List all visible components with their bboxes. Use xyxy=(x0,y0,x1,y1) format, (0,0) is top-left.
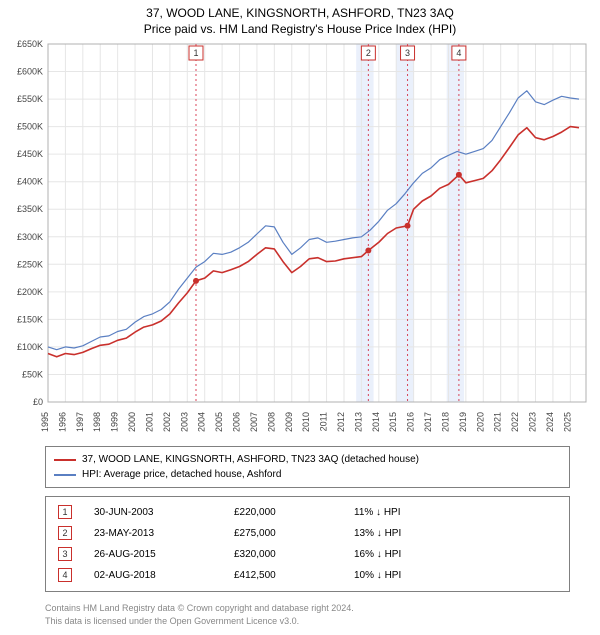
svg-text:£500K: £500K xyxy=(17,122,43,132)
svg-text:1997: 1997 xyxy=(75,412,85,432)
chart-title-block: 37, WOOD LANE, KINGSNORTH, ASHFORD, TN23… xyxy=(0,0,600,38)
svg-text:£50K: £50K xyxy=(22,369,43,379)
event-price: £275,000 xyxy=(230,523,350,544)
legend: 37, WOOD LANE, KINGSNORTH, ASHFORD, TN23… xyxy=(45,446,570,488)
event-badge: 4 xyxy=(58,568,72,582)
svg-text:£650K: £650K xyxy=(17,39,43,49)
svg-text:1999: 1999 xyxy=(110,412,120,432)
svg-text:2023: 2023 xyxy=(528,412,538,432)
svg-text:2013: 2013 xyxy=(353,412,363,432)
event-delta: 10% ↓ HPI xyxy=(350,565,561,586)
svg-text:1996: 1996 xyxy=(57,412,67,432)
event-row: 4 02-AUG-2018£412,50010% ↓ HPI xyxy=(54,565,561,586)
svg-text:2014: 2014 xyxy=(371,412,381,432)
legend-label: HPI: Average price, detached house, Ashf… xyxy=(82,467,281,482)
legend-item: 37, WOOD LANE, KINGSNORTH, ASHFORD, TN23… xyxy=(54,452,561,467)
svg-text:2021: 2021 xyxy=(493,412,503,432)
events-table: 1 30-JUN-2003£220,00011% ↓ HPI 2 23-MAY-201… xyxy=(45,496,570,592)
svg-text:£550K: £550K xyxy=(17,94,43,104)
event-date: 23-MAY-2013 xyxy=(90,523,230,544)
svg-text:£600K: £600K xyxy=(17,67,43,77)
svg-text:2011: 2011 xyxy=(319,412,329,431)
event-delta: 11% ↓ HPI xyxy=(350,502,561,523)
event-row: 1 30-JUN-2003£220,00011% ↓ HPI xyxy=(54,502,561,523)
chart-title: 37, WOOD LANE, KINGSNORTH, ASHFORD, TN23… xyxy=(0,6,600,20)
svg-text:2022: 2022 xyxy=(510,412,520,432)
svg-text:2012: 2012 xyxy=(336,412,346,432)
svg-text:2006: 2006 xyxy=(232,412,242,432)
event-row: 3 26-AUG-2015£320,00016% ↓ HPI xyxy=(54,544,561,565)
root: 37, WOOD LANE, KINGSNORTH, ASHFORD, TN23… xyxy=(0,0,600,627)
svg-text:£0: £0 xyxy=(33,397,43,407)
svg-text:2018: 2018 xyxy=(440,412,450,432)
svg-text:£250K: £250K xyxy=(17,259,43,269)
svg-text:2000: 2000 xyxy=(127,412,137,432)
svg-text:2020: 2020 xyxy=(475,412,485,432)
svg-text:£450K: £450K xyxy=(17,149,43,159)
svg-text:2024: 2024 xyxy=(545,412,555,432)
svg-text:1995: 1995 xyxy=(40,412,50,432)
event-badge-cell: 4 xyxy=(54,565,90,586)
chart: £0 £50K £100K £150K £200K £250K £300K £350K £400… xyxy=(0,38,600,438)
svg-text:1998: 1998 xyxy=(92,412,102,432)
svg-text:£200K: £200K xyxy=(17,287,43,297)
svg-text:3: 3 xyxy=(405,48,410,58)
legend-swatch xyxy=(54,459,76,461)
svg-text:2010: 2010 xyxy=(301,412,311,432)
chart-svg: £0 £50K £100K £150K £200K £250K £300K £350K £400… xyxy=(0,38,600,438)
svg-text:2004: 2004 xyxy=(197,412,207,432)
event-badge-cell: 3 xyxy=(54,544,90,565)
svg-text:2001: 2001 xyxy=(144,412,154,432)
event-delta: 16% ↓ HPI xyxy=(350,544,561,565)
legend-label: 37, WOOD LANE, KINGSNORTH, ASHFORD, TN23… xyxy=(82,452,419,467)
svg-text:£100K: £100K xyxy=(17,342,43,352)
event-price: £220,000 xyxy=(230,502,350,523)
legend-swatch xyxy=(54,474,76,476)
event-row: 2 23-MAY-2013£275,00013% ↓ HPI xyxy=(54,523,561,544)
event-badge: 3 xyxy=(58,547,72,561)
event-badge: 2 xyxy=(58,526,72,540)
svg-text:2008: 2008 xyxy=(266,412,276,432)
svg-text:2003: 2003 xyxy=(179,412,189,432)
event-delta: 13% ↓ HPI xyxy=(350,523,561,544)
chart-subtitle: Price paid vs. HM Land Registry's House … xyxy=(0,22,600,36)
svg-text:2005: 2005 xyxy=(214,412,224,432)
footer-line-2: This data is licensed under the Open Gov… xyxy=(45,615,570,628)
legend-item: HPI: Average price, detached house, Ashf… xyxy=(54,467,561,482)
event-badge-cell: 1 xyxy=(54,502,90,523)
event-badge-cell: 2 xyxy=(54,523,90,544)
svg-text:2009: 2009 xyxy=(284,412,294,432)
svg-text:£150K: £150K xyxy=(17,314,43,324)
event-badge: 1 xyxy=(58,505,72,519)
svg-text:2002: 2002 xyxy=(162,412,172,432)
footer-attribution: Contains HM Land Registry data © Crown c… xyxy=(45,602,570,627)
svg-text:2015: 2015 xyxy=(388,412,398,432)
event-date: 26-AUG-2015 xyxy=(90,544,230,565)
event-price: £320,000 xyxy=(230,544,350,565)
event-date: 02-AUG-2018 xyxy=(90,565,230,586)
svg-text:£350K: £350K xyxy=(17,204,43,214)
svg-text:2: 2 xyxy=(366,48,371,58)
event-price: £412,500 xyxy=(230,565,350,586)
footer-line-1: Contains HM Land Registry data © Crown c… xyxy=(45,602,570,615)
svg-text:1: 1 xyxy=(193,48,198,58)
svg-text:2025: 2025 xyxy=(562,412,572,432)
svg-text:2017: 2017 xyxy=(423,412,433,432)
event-date: 30-JUN-2003 xyxy=(90,502,230,523)
svg-text:2019: 2019 xyxy=(458,412,468,432)
svg-text:2016: 2016 xyxy=(406,412,416,432)
svg-text:£400K: £400K xyxy=(17,177,43,187)
svg-text:£300K: £300K xyxy=(17,232,43,242)
svg-text:2007: 2007 xyxy=(249,412,259,432)
svg-text:4: 4 xyxy=(456,48,461,58)
